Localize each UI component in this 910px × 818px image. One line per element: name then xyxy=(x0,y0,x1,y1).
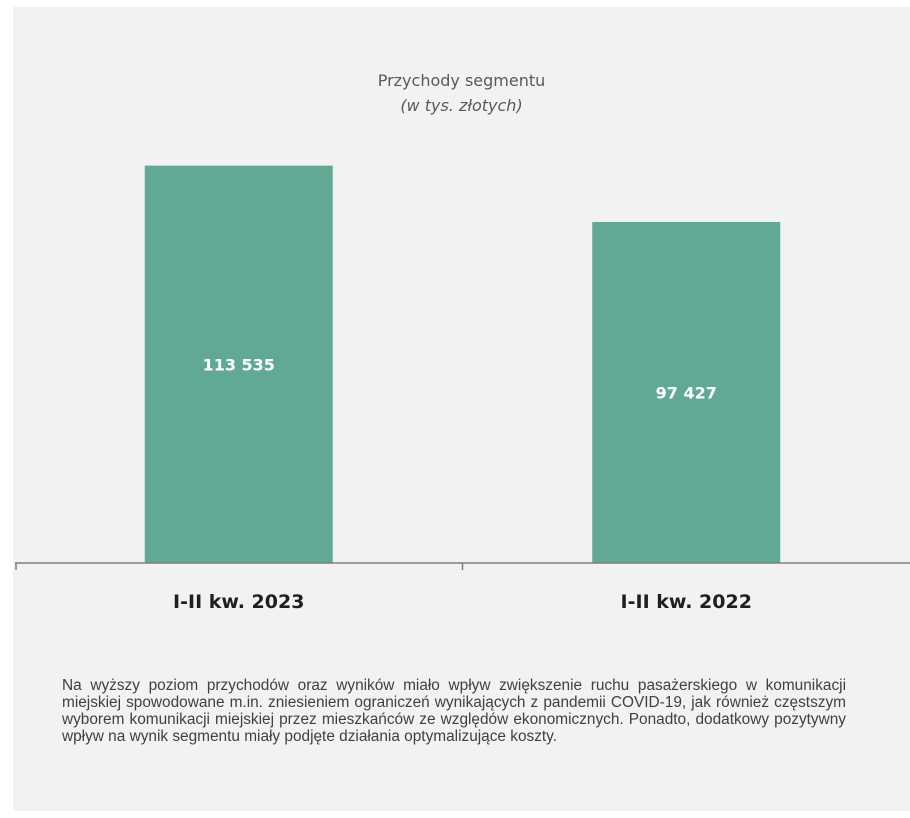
category-label-1: I-II kw. 2023 xyxy=(173,591,304,613)
chart-title: Przychody segmentu xyxy=(377,71,546,90)
category-label-2: I-II kw. 2022 xyxy=(621,591,752,613)
chart-subtitle: (w tys. złotych) xyxy=(400,96,523,115)
bar-2 xyxy=(592,222,781,563)
bar-1 xyxy=(144,165,333,563)
value-label-1: 113 535 xyxy=(203,355,275,374)
commentary-paragraph: Na wyższy poziom przychodów oraz wyników… xyxy=(62,677,846,745)
value-label-2: 97 427 xyxy=(656,384,717,403)
